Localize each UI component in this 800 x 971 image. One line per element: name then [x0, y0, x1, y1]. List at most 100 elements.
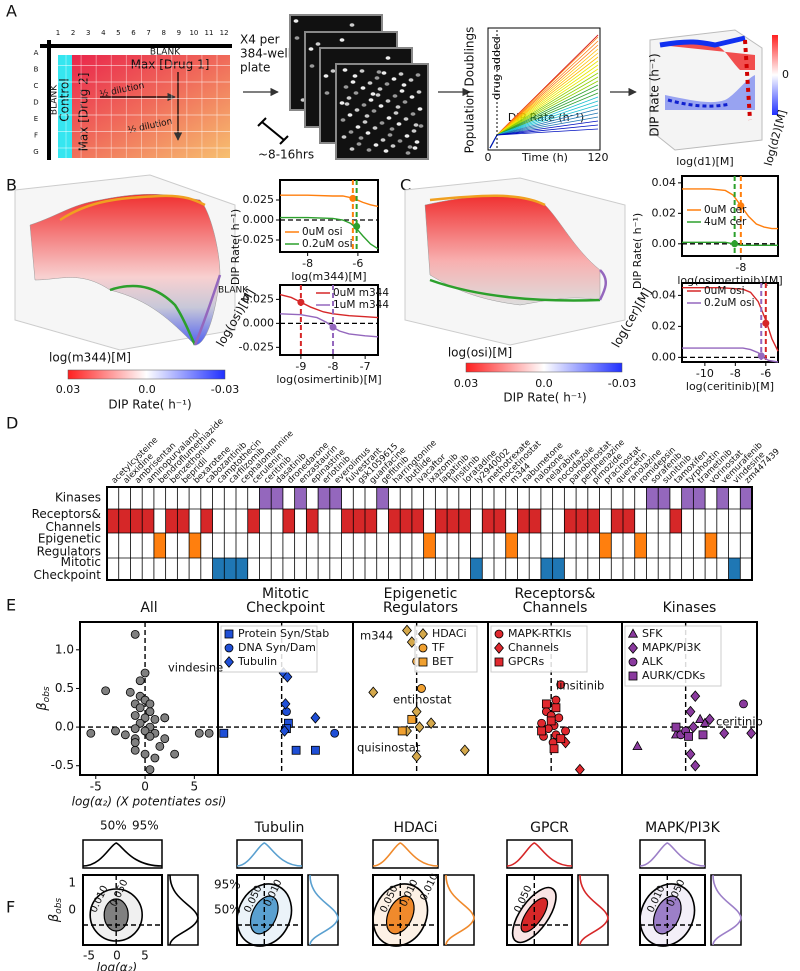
cell — [315, 42, 321, 46]
point — [310, 711, 321, 724]
plate-row-label: E — [34, 115, 38, 123]
marginal-frame — [372, 839, 439, 869]
cell — [308, 47, 314, 51]
point — [546, 716, 556, 726]
row-label: Regulators — [37, 545, 101, 559]
y-tick-label: 0.000 — [243, 316, 275, 329]
surface-edge — [109, 284, 197, 346]
cell — [389, 127, 395, 131]
level-label: 95% — [132, 819, 159, 833]
legend-label: Tubulin — [237, 655, 277, 668]
cell — [416, 90, 422, 94]
chart-title: Tubulin — [254, 820, 305, 836]
density-frame — [506, 874, 573, 946]
y-tick-label: 0.02 — [652, 319, 677, 332]
marginal-frame — [443, 874, 475, 946]
class-cell — [118, 509, 131, 533]
y-tick-label: -0.025 — [239, 340, 274, 353]
cell — [391, 77, 397, 81]
class-cell — [130, 509, 143, 533]
class-cell — [681, 487, 694, 509]
cell — [367, 81, 373, 85]
image-stack — [289, 14, 429, 160]
cell — [380, 138, 386, 142]
surface-edge — [659, 35, 746, 48]
marginal-density — [639, 842, 706, 867]
cell — [398, 72, 404, 76]
legend-label: 0uM osi — [704, 285, 745, 297]
point — [537, 726, 546, 736]
point — [170, 749, 180, 759]
threshold-point — [329, 323, 337, 331]
point — [130, 724, 140, 734]
class-cell — [177, 509, 190, 533]
y-axis-label: βobs — [35, 686, 52, 712]
annotation: vindesine — [168, 661, 223, 675]
class-cell — [224, 558, 236, 580]
class-cell — [376, 487, 389, 509]
marginal-density — [372, 842, 439, 867]
plate-column-label: 8 — [161, 29, 165, 37]
plate-label: Max [Drug 2] — [77, 73, 91, 152]
panel-label: A — [6, 2, 17, 21]
colorbar-tick-label: -0.03 — [608, 377, 636, 390]
cell — [405, 151, 411, 155]
point — [684, 731, 693, 741]
point — [397, 726, 407, 736]
plate-column-label: 2 — [71, 29, 75, 37]
growth-plot: Population Doublings drug added DIP Rate… — [463, 27, 609, 164]
point — [699, 717, 711, 727]
class-cell — [341, 509, 354, 533]
point — [120, 730, 130, 740]
density-frame — [372, 874, 439, 946]
cell — [294, 36, 300, 40]
class-cell — [716, 487, 729, 509]
chart-title: Mitotic — [262, 586, 309, 602]
cell — [413, 123, 419, 127]
axes-frame — [621, 621, 758, 776]
legend-label: SFK — [642, 627, 663, 640]
surface-edge — [429, 194, 546, 207]
annotation: quisinostat — [357, 741, 421, 755]
cell — [330, 69, 336, 73]
point — [140, 668, 150, 678]
cell — [397, 139, 403, 143]
y-tick-label: 0.0 — [55, 720, 74, 734]
panel-label: F — [6, 898, 15, 917]
class-cell — [587, 509, 600, 533]
y-tick-label: 0.04 — [652, 176, 677, 189]
point — [556, 734, 566, 744]
cell — [401, 83, 407, 87]
line-series — [280, 216, 379, 250]
point — [279, 725, 290, 737]
point — [690, 759, 701, 772]
cell — [414, 140, 420, 144]
point — [690, 690, 701, 703]
cell — [340, 118, 346, 122]
legend-label: AURK/CDKs — [642, 669, 706, 682]
class-cell — [552, 558, 565, 580]
plate-column-label: 9 — [177, 29, 181, 37]
axis-label: Time (h) — [521, 151, 568, 164]
point — [739, 699, 748, 709]
surface-edge — [59, 194, 206, 222]
point — [135, 718, 145, 728]
legend-label: 4uM cer — [704, 216, 747, 228]
cell — [376, 70, 382, 74]
legend-label: Channels — [508, 641, 559, 654]
marginal-density — [169, 874, 199, 946]
control-column — [58, 55, 72, 158]
marginal-density — [309, 874, 339, 946]
class-cell — [142, 509, 154, 533]
legend-label: DNA Syn/Dam — [238, 641, 316, 654]
y-tick-label: 0.04 — [652, 288, 677, 301]
class-cell — [728, 558, 741, 580]
marginal-frame — [710, 874, 742, 946]
class-cell — [306, 509, 319, 533]
chart-title: Kinases — [663, 600, 717, 616]
class-cell — [458, 509, 471, 533]
point — [310, 745, 320, 755]
cell — [352, 74, 358, 78]
axis-label: Population Doublings — [463, 27, 477, 154]
threshold-point — [762, 319, 770, 327]
